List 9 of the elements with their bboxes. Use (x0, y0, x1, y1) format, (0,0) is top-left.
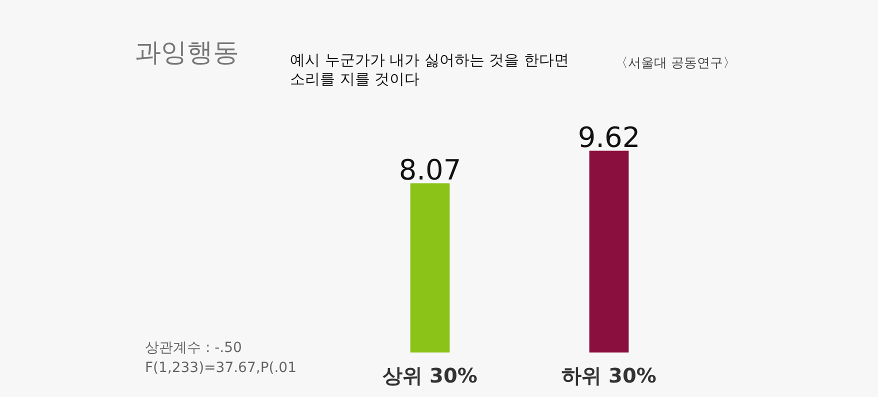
data-label: 8.07 (398, 153, 462, 186)
chart-title: 과잉행동 (135, 37, 239, 70)
text: F(1,233)=37.67,P(.01 (145, 359, 296, 378)
text: 〈서울대 공동연구〉 (615, 55, 736, 73)
x-tick-label: 하위 30% (562, 364, 656, 388)
x-tick-label: 상위 30% (382, 364, 478, 388)
text: 상관계수 : -.50 (145, 339, 242, 358)
data-label: 9.62 (578, 120, 640, 154)
chart-subtitle: 예시 누군가가 내가 싫어하는 것을 한다면 소리를 지를 것이다 (290, 51, 570, 89)
